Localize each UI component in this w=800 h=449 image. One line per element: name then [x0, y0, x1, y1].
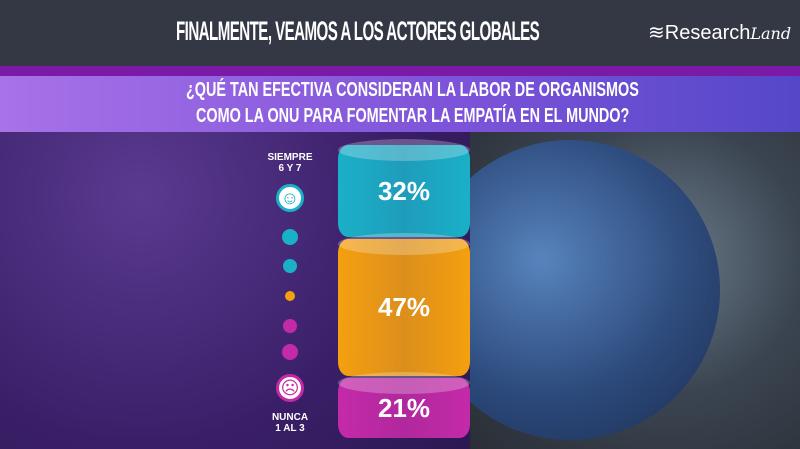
- segment-top: [338, 372, 470, 395]
- data-label: 47%: [377, 292, 431, 323]
- scale-dot: [283, 319, 297, 333]
- scale-dot: [285, 291, 295, 301]
- segment-top: [338, 233, 470, 256]
- question-line-2: COMO LA ONU PARA FOMENTAR LA EMPATÍA EN …: [196, 105, 630, 127]
- divider: [0, 66, 800, 76]
- label: NUNCA: [271, 412, 309, 423]
- bar-segment-0: 32%: [338, 139, 470, 238]
- label: SIEMPRE: [267, 152, 313, 163]
- question-banner: ¿QUÉ TAN EFECTIVA CONSIDERAN LA LABOR DE…: [0, 76, 800, 132]
- header: FINALMENTE, VEAMOS A LOS ACTORES GLOBALE…: [0, 0, 800, 66]
- label: 6 Y 7: [278, 163, 302, 174]
- scale-top-label: SIEMPRE 6 Y 7: [262, 152, 318, 174]
- scale-dot: [282, 344, 298, 360]
- scale-bottom-label: NUNCA 1 AL 3: [262, 412, 318, 434]
- scale-dot: [282, 229, 298, 245]
- segment-top: [338, 139, 470, 161]
- data-label: 32%: [377, 175, 431, 206]
- data-label: 21%: [377, 392, 431, 423]
- logo: ≋ResearchLand: [648, 22, 792, 44]
- page-title: FINALMENTE, VEAMOS A LOS ACTORES GLOBALE…: [176, 16, 540, 46]
- background-image: [470, 132, 800, 449]
- sad-face-icon: ☹: [276, 374, 304, 402]
- scale-dot: [283, 259, 297, 273]
- question-line-1: ¿QUÉ TAN EFECTIVA CONSIDERAN LA LABOR DE…: [186, 79, 639, 101]
- bar-segment-1: 47%: [338, 233, 470, 377]
- globe-image: [470, 140, 720, 440]
- smiley-icon: ☺: [276, 184, 304, 212]
- label: 1 AL 3: [275, 423, 305, 434]
- bar-segment-2: 21%: [338, 372, 470, 438]
